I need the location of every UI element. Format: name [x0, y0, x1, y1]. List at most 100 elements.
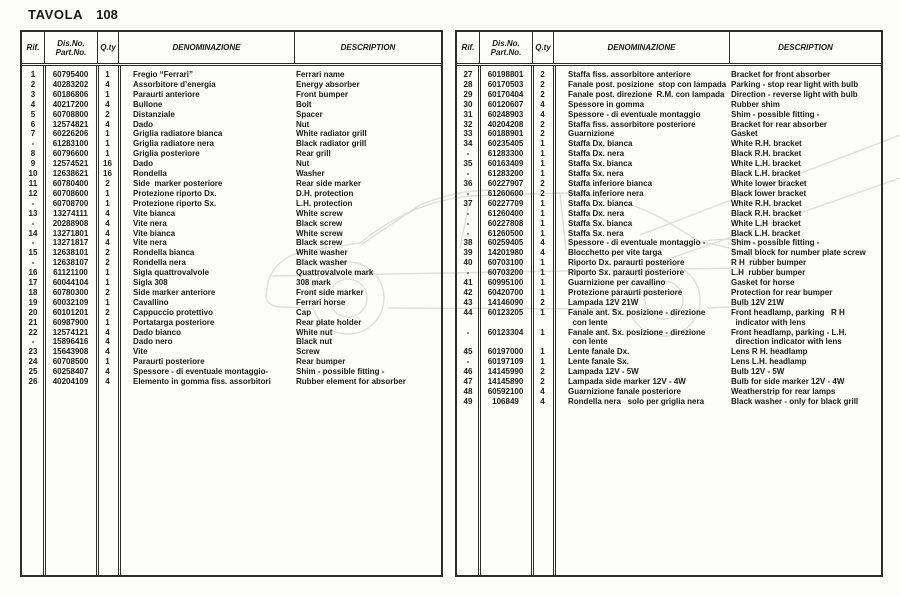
description-cell: Black L.H. bracket: [731, 228, 801, 238]
denominazione-cell: Staffa inferiore bianca: [568, 178, 653, 188]
qty-cell: 4: [105, 347, 110, 357]
denominazione-cell: Side marker posteriore: [133, 178, 223, 188]
rif-cell: 15: [28, 248, 38, 258]
table-header: Rif. Dis.No. Part.No. Q.ty DENOMINAZIONE…: [22, 32, 441, 66]
part-number-cell: 40204109: [52, 377, 89, 387]
denominazione-cell: Riporto Sx. paraurti posteriore: [568, 268, 685, 278]
rif-cell: -: [31, 238, 35, 248]
denominazione-cell: Vite bianca: [133, 208, 176, 218]
rif-cell: -: [31, 337, 35, 347]
qty-cell: 2: [540, 178, 545, 188]
table-number: 108: [96, 7, 118, 22]
qty-cell: 4: [105, 337, 110, 347]
qty-cell: 2: [105, 109, 110, 119]
part-number-cell: 60235405: [487, 139, 524, 149]
part-number-cell: 60123205: [487, 307, 524, 317]
part-number-cell: 60226206: [52, 129, 89, 139]
description-cell: Small block for number plate screw: [731, 248, 866, 258]
denominazione-cell: Staffa Dx. nera: [568, 208, 625, 218]
qty-cell: 2: [540, 129, 545, 139]
table-row: 6 12574821 4 Dado Nut: [22, 120, 441, 130]
denominazione-cell: Spessore - di eventuale montaggio: [568, 109, 701, 119]
qty-cell: 2: [540, 297, 545, 307]
qty-cell: 4: [105, 367, 110, 377]
description-cell: Rubber shim: [731, 99, 780, 109]
part-number-cell: 60995100: [487, 278, 524, 288]
denominazione-cell: Vite nera: [133, 218, 167, 228]
denominazione-cell: Staffa Sx. nera: [568, 228, 624, 238]
qty-cell: 2: [540, 367, 545, 377]
qty-cell: 4: [540, 396, 545, 406]
denominazione-cell: Lampada side marker 12V - 4W: [568, 377, 686, 387]
table-row: 40 60703100 1 Riporto Dx. paraurti poste…: [457, 258, 881, 268]
qty-cell: 1: [540, 159, 545, 169]
table-row: - 61283200 1 Staffa Sx. nera Black L.H. …: [457, 169, 881, 179]
qty-cell: 1: [105, 149, 110, 159]
part-number-cell: 60780400: [52, 178, 89, 188]
denominazione-cell: Staffa Sx. bianca: [568, 159, 633, 169]
description-cell: Gasket for horse: [731, 278, 795, 288]
part-number-cell: 60259405: [487, 238, 524, 248]
rif-cell: 43: [463, 297, 473, 307]
qty-cell: 4: [105, 208, 110, 218]
qty-cell: 4: [540, 99, 545, 109]
denominazione-cell: Staffa Sx. bianca: [568, 218, 633, 228]
table-row: - 61260600 2 Staffa inferiore nera Black…: [457, 189, 881, 199]
description-cell: Bracket for rear absorber: [731, 119, 828, 129]
denominazione-cell: Protezione paraurti posteriore: [568, 287, 683, 297]
qty-cell: 2: [105, 248, 110, 258]
part-number-cell: 60123304: [487, 327, 524, 337]
part-number-cell: 12574821: [52, 119, 89, 129]
description-cell: Energy absorber: [296, 79, 360, 89]
qty-cell: 1: [540, 278, 545, 288]
table-row: 27 60198801 2 Staffa fiss. assorbitore a…: [457, 70, 881, 80]
rif-cell: 5: [30, 109, 36, 119]
column-header-part-no-line: Part.No.: [490, 47, 522, 57]
qty-cell: 2: [540, 89, 545, 99]
denominazione-cell: Rondella: [133, 169, 167, 179]
rif-cell: 44: [463, 307, 473, 317]
table-row: - 12638107 2 Rondella nera Black washer: [22, 258, 441, 268]
table-row: 33 60188901 2 Guarnizione Gasket: [457, 129, 881, 139]
rif-cell: -: [466, 169, 470, 179]
denominazione-cell: Side marker anteriore: [133, 287, 216, 297]
column-header-rif: Rif.: [461, 43, 475, 52]
column-divider: [553, 66, 556, 575]
part-number-cell: 60708700: [52, 198, 89, 208]
qty-cell: 1: [105, 188, 110, 198]
description-cell: White screw: [296, 208, 343, 218]
rif-cell: 41: [463, 278, 473, 288]
rif-cell: 6: [30, 119, 36, 129]
table-row: 47 14145890 2 Lampada side marker 12V - …: [457, 377, 881, 387]
qty-cell: 4: [105, 99, 110, 109]
description-cell: Front headlamp, parking R H indicator wi…: [731, 307, 845, 327]
qty-cell: 1: [540, 327, 545, 337]
part-number-cell: 15896416: [52, 337, 89, 347]
description-cell: L.H rubber bumper: [731, 268, 806, 278]
table-row: 32 40204208 2 Staffa fiss. assorbitore p…: [457, 120, 881, 130]
table-row: - 15896416 4 Dado nero Black nut: [22, 337, 441, 347]
rif-cell: 48: [463, 387, 473, 396]
description-cell: Black R.H. bracket: [731, 149, 802, 159]
table-row: 49 106849 4 Rondella nera solo per grigl…: [457, 397, 881, 407]
denominazione-cell: Staffa Sx. nera: [568, 169, 624, 179]
table-row: 13 13274111 4 Vite bianca White screw: [22, 209, 441, 219]
part-number-cell: 60248903: [487, 109, 524, 119]
denominazione-cell: Vite bianca: [133, 228, 176, 238]
column-header-denominazione: DENOMINAZIONE: [118, 32, 294, 63]
part-number-cell: 61260600: [487, 188, 524, 198]
rif-cell: 40: [463, 258, 473, 268]
part-number-cell: 60708800: [52, 109, 89, 119]
rif-cell: -: [31, 139, 35, 149]
denominazione-cell: Staffa Dx. bianca: [568, 198, 633, 208]
rif-cell: 29: [463, 89, 473, 99]
denominazione-cell: Lampada 12V - 5W: [568, 367, 639, 377]
denominazione-cell: Assorbitore d’energia: [133, 79, 216, 89]
description-cell: Shim - possible fitting -: [731, 109, 820, 119]
page-title: TAVOLA 108: [28, 7, 118, 22]
description-cell: Bolt: [296, 99, 312, 109]
denominazione-cell: Fanale post. direzione R.M. con lampada: [568, 89, 725, 99]
qty-cell: 16: [103, 169, 112, 179]
description-cell: Front bumper: [296, 89, 348, 99]
denominazione-cell: Rondella nera solo per griglia nera: [568, 396, 705, 406]
